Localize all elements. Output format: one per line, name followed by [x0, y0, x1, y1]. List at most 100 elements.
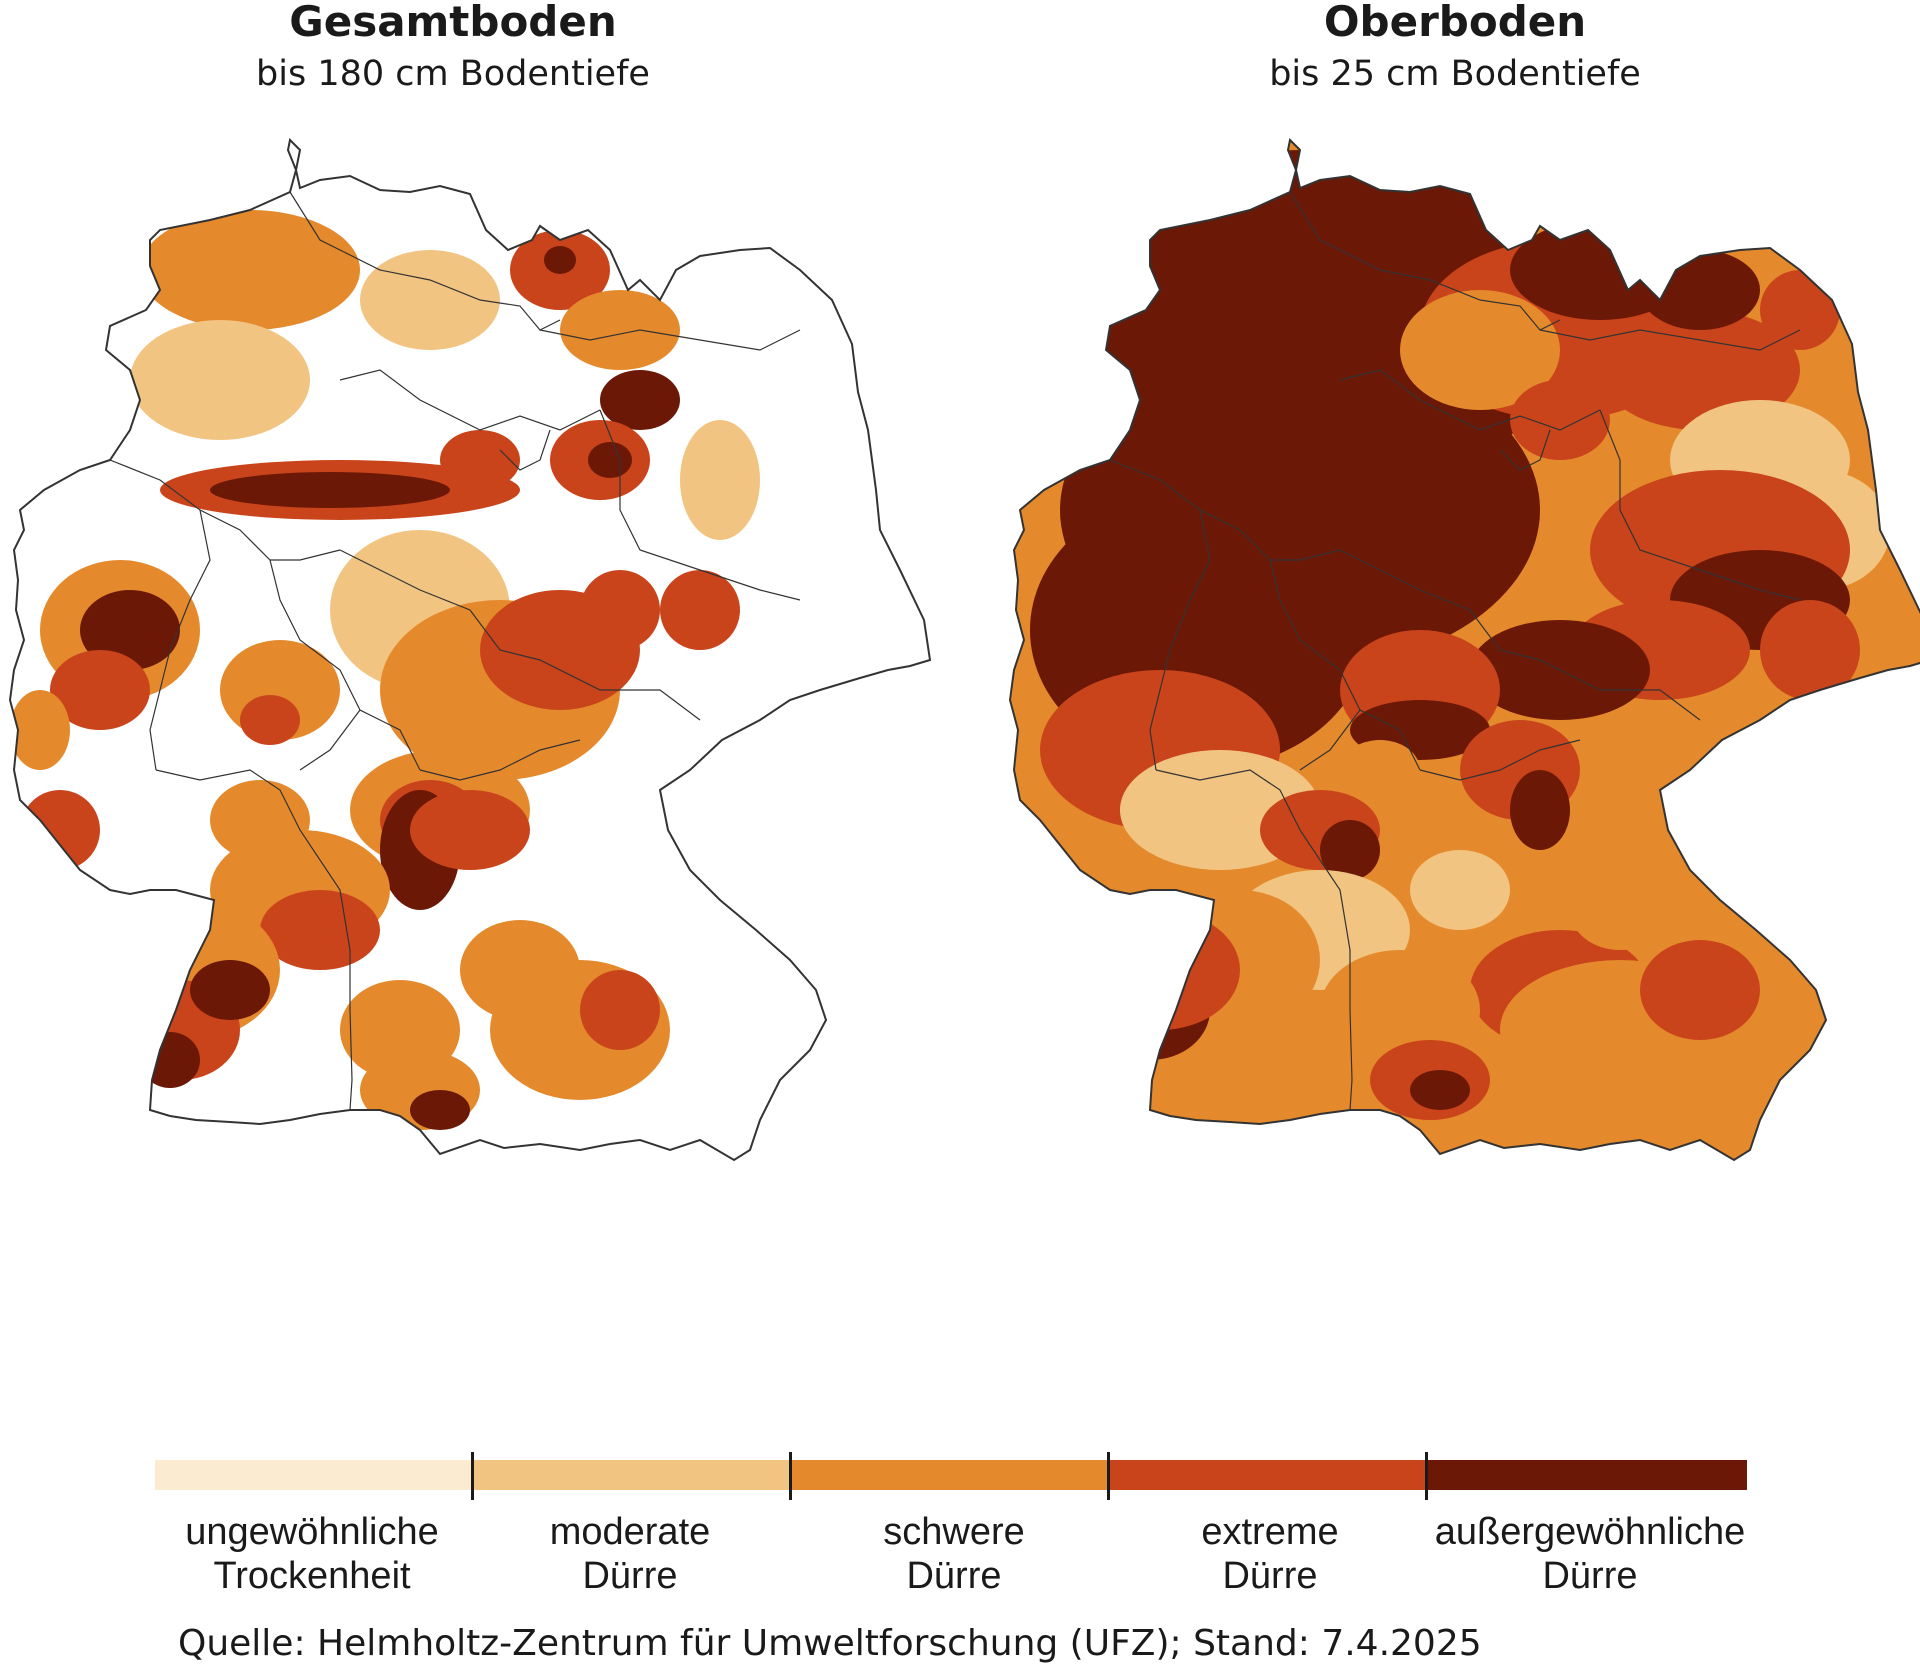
drought-area — [1570, 870, 1670, 950]
drought-area — [140, 210, 360, 330]
legend-swatch-2 — [473, 1460, 791, 1490]
drought-area — [1320, 820, 1380, 880]
legend-label-3: schwere Dürre — [774, 1510, 1134, 1598]
legend-separator — [471, 1452, 474, 1500]
state-border — [339, 549, 701, 721]
legend-label-3-line1: schwere — [883, 1511, 1025, 1553]
drought-area — [360, 250, 500, 350]
legend-swatch-5 — [1427, 1460, 1747, 1490]
drought-area — [1760, 600, 1860, 700]
legend-label-2-line2: Dürre — [582, 1555, 678, 1597]
legend-label-2-line1: moderate — [549, 1511, 711, 1553]
legend-label-1-line2: Trockenheit — [213, 1555, 411, 1597]
drought-area — [1510, 380, 1610, 460]
state-border — [539, 329, 801, 351]
state-borders — [109, 191, 801, 1111]
state-border — [339, 369, 601, 431]
drought-area — [544, 246, 576, 274]
legend-colorbar — [155, 1452, 1747, 1500]
drought-area — [660, 570, 740, 650]
drought-area — [580, 970, 660, 1050]
legend-label-4: extreme Dürre — [1090, 1510, 1450, 1598]
drought-area — [190, 960, 270, 1020]
state-border — [1339, 369, 1601, 431]
state-border — [1319, 859, 1353, 1111]
state-border — [419, 739, 581, 781]
state-border — [1269, 559, 1421, 771]
legend-label-5-line1: außergewöhnliche — [1434, 1511, 1746, 1553]
right-panel-subtitle: bis 25 cm Bodentiefe — [1269, 54, 1641, 94]
drought-area — [240, 695, 300, 745]
legend-swatch-4 — [1109, 1460, 1427, 1490]
germany-border — [8, 137, 932, 1162]
state-border — [1499, 429, 1551, 471]
state-border — [299, 709, 361, 771]
drought-area — [560, 290, 680, 370]
legend-swatch-3 — [791, 1460, 1109, 1490]
state-border — [499, 429, 551, 471]
drought-area — [600, 370, 680, 430]
drought-raster-total-soil — [10, 140, 930, 1160]
left-panel-subtitle: bis 180 cm Bodentiefe — [256, 54, 650, 94]
drought-area — [588, 442, 632, 478]
right-panel-header: Oberboden bis 25 cm Bodentiefe — [1105, 0, 1805, 96]
left-panel-header: Gesamtboden bis 180 cm Bodentiefe — [103, 0, 803, 96]
state-border — [599, 409, 801, 601]
drought-area — [440, 430, 520, 490]
legend-label-2: moderate Dürre — [450, 1510, 810, 1598]
drought-area — [140, 1032, 200, 1088]
legend-label-5-line2: Dürre — [1542, 1555, 1638, 1597]
left-panel-title: Gesamtboden — [289, 0, 617, 46]
legend-label-1-line1: ungewöhnliche — [185, 1511, 439, 1553]
drought-area — [1410, 1070, 1470, 1110]
state-border — [1109, 459, 1341, 561]
state-border — [149, 509, 211, 771]
state-border — [1339, 549, 1701, 721]
drought-area — [130, 320, 310, 440]
legend-label-4-line1: extreme — [1201, 1511, 1339, 1553]
state-border — [1289, 191, 1561, 331]
drought-area — [1080, 910, 1240, 1030]
drought-area — [1230, 1010, 1370, 1090]
legend-separator — [1107, 1452, 1110, 1500]
drought-area — [410, 1090, 470, 1130]
drought-raster-top-soil — [1010, 140, 1920, 1160]
state-border — [319, 859, 353, 1111]
right-panel-title: Oberboden — [1323, 0, 1587, 46]
drought-area — [1400, 290, 1560, 410]
drought-area — [20, 790, 100, 870]
legend-label-5: außergewöhnliche Dürre — [1410, 1510, 1770, 1598]
legend-label-1: ungewöhnliche Trockenheit — [132, 1510, 492, 1598]
drought-area — [1600, 310, 1800, 430]
drought-area — [1340, 740, 1420, 800]
state-border — [1149, 509, 1211, 771]
state-border — [109, 459, 341, 561]
drought-areas — [10, 210, 760, 1130]
drought-area — [10, 690, 70, 770]
state-border — [1299, 709, 1361, 771]
drought-area — [1760, 270, 1840, 350]
state-border — [1155, 769, 1321, 861]
drought-area — [410, 790, 530, 870]
drought-area — [210, 472, 450, 508]
germany-border — [1008, 137, 1920, 1162]
state-border — [1419, 739, 1581, 781]
drought-map-total-soil — [8, 137, 932, 1162]
drought-area — [1640, 940, 1760, 1040]
legend-label-3-line2: Dürre — [906, 1555, 1002, 1597]
drought-area — [580, 570, 660, 650]
drought-area — [1510, 770, 1570, 850]
legend-label-4-line2: Dürre — [1222, 1555, 1318, 1597]
drought-area — [80, 590, 180, 670]
state-border — [1599, 409, 1801, 601]
state-border — [1539, 329, 1801, 351]
drought-area — [50, 650, 150, 730]
drought-area — [1640, 250, 1760, 330]
legend-swatch-1 — [155, 1460, 473, 1490]
state-border — [289, 191, 561, 331]
drought-area — [1410, 850, 1510, 930]
state-border — [269, 559, 421, 771]
legend-separator — [1425, 1452, 1428, 1500]
drought-area — [680, 420, 760, 540]
state-border — [155, 769, 321, 861]
